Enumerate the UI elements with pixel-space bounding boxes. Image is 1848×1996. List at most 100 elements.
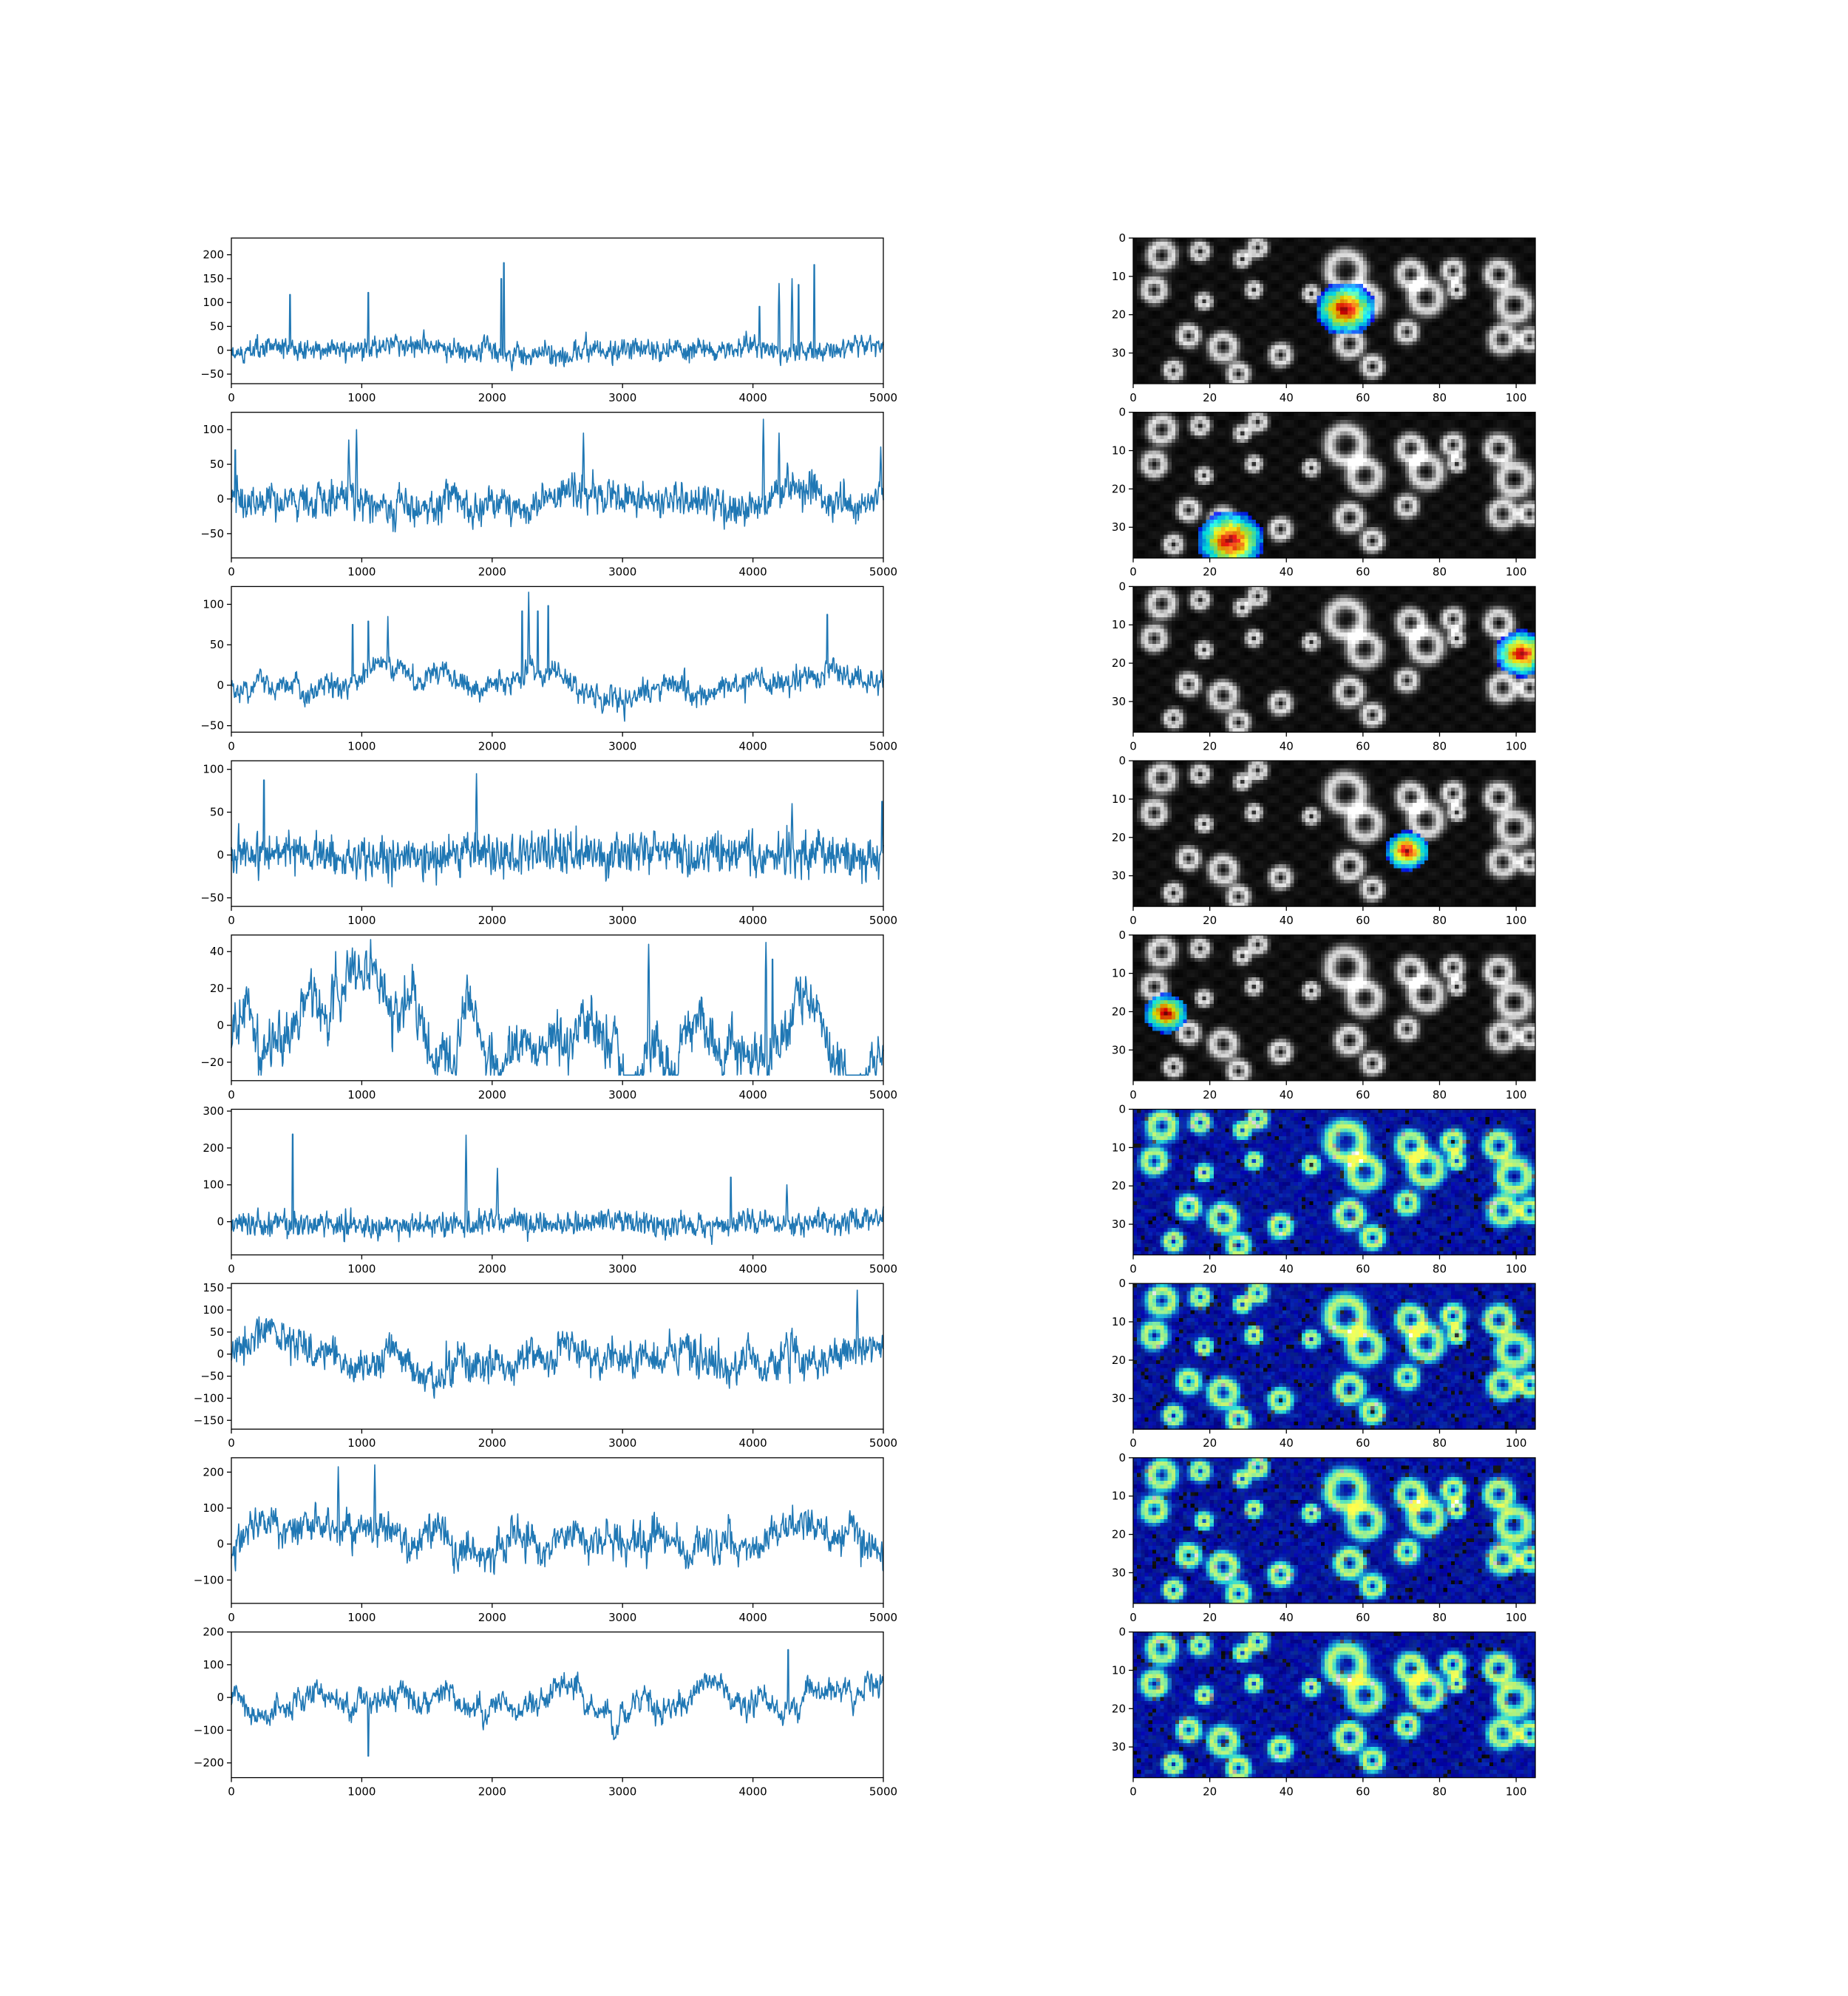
roi-map-6-xtick-label: 20 [1203, 1263, 1217, 1276]
trace-8-xtick-label: 5000 [869, 1611, 897, 1624]
trace-4-xtick-label: 5000 [869, 914, 897, 927]
roi-map-7-image [1133, 1283, 1536, 1430]
roi-map-1-xtick-label: 60 [1356, 391, 1370, 404]
roi-map-1-ytick-label: 20 [1112, 308, 1126, 322]
trace-6-xtick-label: 1000 [347, 1263, 376, 1276]
roi-map-6-ytick-label: 20 [1112, 1179, 1126, 1192]
roi-map-6-image [1133, 1109, 1536, 1256]
trace-1-frame [231, 237, 884, 384]
trace-2-xtick-label: 1000 [347, 566, 376, 579]
trace-3-xtick-label: 3000 [608, 739, 636, 753]
roi-map-1-xtick-label: 100 [1506, 391, 1527, 404]
roi-map-3-xtick-label: 20 [1203, 739, 1217, 753]
roi-map-2-image [1133, 412, 1536, 559]
roi-map-2-xtick-label: 40 [1280, 566, 1294, 579]
trace-6-ytick-label: 100 [203, 1178, 224, 1192]
roi-map-6-ytick-label: 0 [1118, 1103, 1126, 1116]
trace-7-ytick-label: 0 [217, 1348, 224, 1361]
trace-6: 0 1000 2000 3000 4000 5000 0 100 200 300 [203, 1104, 897, 1276]
roi-map-9-xtick-label: 20 [1203, 1785, 1217, 1799]
roi-map-8-xtick-label: 60 [1356, 1611, 1370, 1624]
trace-6-ytick-label: 200 [203, 1141, 224, 1155]
trace-3-ytick-label: 100 [203, 597, 224, 611]
trace-7-series-line [231, 1289, 884, 1399]
roi-map-2-ytick-label: 30 [1112, 520, 1126, 534]
roi-map-3-ytick-label: 20 [1112, 656, 1126, 670]
trace-2-series-line [231, 418, 884, 533]
roi-map-1-xtick-label: 20 [1203, 391, 1217, 404]
trace-1-xtick-label: 2000 [478, 391, 506, 404]
trace-1-ytick-label: 200 [203, 248, 224, 262]
roi-map-2-ytick-label: 0 [1118, 406, 1126, 419]
trace-4-xtick-label: 2000 [478, 914, 506, 927]
trace-6-frame [231, 1108, 884, 1256]
trace-1: 0 1000 2000 3000 4000 5000 −50 0 50 100 150 200 [200, 237, 897, 404]
roi-map-5-ytick-label: 10 [1112, 967, 1126, 980]
roi-map-4-image [1133, 761, 1536, 907]
roi-map-9-ytick-label: 0 [1118, 1626, 1126, 1639]
trace-5-xtick-label: 3000 [608, 1088, 636, 1101]
roi-map-8-ytick-label: 20 [1112, 1528, 1126, 1541]
roi-map-8-ytick-label: 30 [1112, 1566, 1126, 1579]
roi-map-9-xtick-label: 60 [1356, 1785, 1370, 1799]
trace-7-ytick-label: 100 [203, 1303, 224, 1317]
trace-5-frame [231, 934, 884, 1082]
roi-map-4-ytick-label: 0 [1118, 754, 1126, 767]
roi-map-7-xtick-label: 20 [1203, 1436, 1217, 1450]
trace-7-ytick-label: −150 [194, 1413, 224, 1427]
roi-map-8-ytick-label: 0 [1118, 1451, 1126, 1464]
roi-map-1-ytick-label: 10 [1112, 270, 1126, 283]
trace-7: 0 1000 2000 3000 4000 5000 −150 −100 −50 0 50 100 15… [194, 1281, 897, 1450]
roi-map-3-ytick-label: 10 [1112, 618, 1126, 631]
trace-9-series-line [231, 1649, 884, 1757]
trace-3-ytick-label: −50 [200, 719, 224, 733]
roi-map-3-ytick-label: 0 [1118, 580, 1126, 593]
trace-2: 0 1000 2000 3000 4000 5000 −50 0 50 100 [200, 412, 897, 579]
trace-6-xtick-label: 5000 [869, 1263, 897, 1276]
roi-map-7-frame [1132, 1283, 1536, 1430]
roi-map-3-ytick-label: 30 [1112, 695, 1126, 708]
roi-map-9-ytick-label: 20 [1112, 1702, 1126, 1715]
trace-5-series-line [231, 939, 884, 1076]
roi-map-2-ytick-label: 10 [1112, 444, 1126, 458]
trace-7-xtick-label: 3000 [608, 1436, 636, 1450]
trace-4-ytick-label: −50 [200, 892, 224, 905]
roi-map-4-xtick-label: 60 [1356, 914, 1370, 927]
roi-map-3: 0 20 40 60 80 100 0 10 20 30 [1112, 580, 1536, 753]
trace-1-ytick-label: 150 [203, 272, 224, 285]
trace-7-ytick-label: 150 [203, 1281, 224, 1294]
trace-3-series-line [231, 591, 884, 722]
roi-map-4-xtick-label: 40 [1280, 914, 1294, 927]
roi-map-8-frame [1132, 1457, 1536, 1604]
roi-map-5-image [1133, 934, 1536, 1082]
roi-map-1-ytick-label: 30 [1112, 347, 1126, 360]
roi-map-9: 0 20 40 60 80 100 0 10 20 30 [1112, 1626, 1536, 1799]
roi-map-5-xtick-label: 80 [1433, 1088, 1447, 1101]
trace-3-ytick-label: 50 [210, 638, 224, 651]
roi-map-5: 0 20 40 60 80 100 0 10 20 30 [1112, 929, 1536, 1101]
trace-1-ytick-label: 50 [210, 319, 224, 333]
trace-2-xtick-label: 4000 [739, 566, 767, 579]
trace-8-ytick-label: 0 [217, 1538, 224, 1551]
trace-9-ytick-label: −100 [194, 1723, 224, 1737]
roi-map-6-xtick-label: 0 [1129, 1263, 1137, 1276]
roi-map-2-ytick-label: 20 [1112, 482, 1126, 495]
trace-2-frame [231, 412, 884, 559]
roi-map-7-xtick-label: 100 [1506, 1436, 1527, 1450]
trace-2-ytick-label: −50 [200, 527, 224, 540]
roi-map-3-xtick-label: 40 [1280, 739, 1294, 753]
roi-map-4-ytick-label: 10 [1112, 792, 1126, 806]
roi-map-2-frame [1132, 412, 1536, 559]
trace-8-ytick-label: −100 [194, 1573, 224, 1586]
trace-1-ytick-label: 0 [217, 344, 224, 357]
roi-map-4: 0 20 40 60 80 100 0 10 20 30 [1112, 754, 1536, 927]
roi-map-5-ytick-label: 20 [1112, 1005, 1126, 1018]
roi-map-7-ytick-label: 0 [1118, 1277, 1126, 1290]
roi-map-4-xtick-label: 0 [1129, 914, 1137, 927]
trace-2-xtick-label: 2000 [478, 566, 506, 579]
roi-map-8-xtick-label: 100 [1506, 1611, 1527, 1624]
roi-map-1-frame [1132, 237, 1536, 384]
roi-map-4-ytick-label: 20 [1112, 831, 1126, 844]
trace-2-ytick-label: 100 [203, 423, 224, 436]
